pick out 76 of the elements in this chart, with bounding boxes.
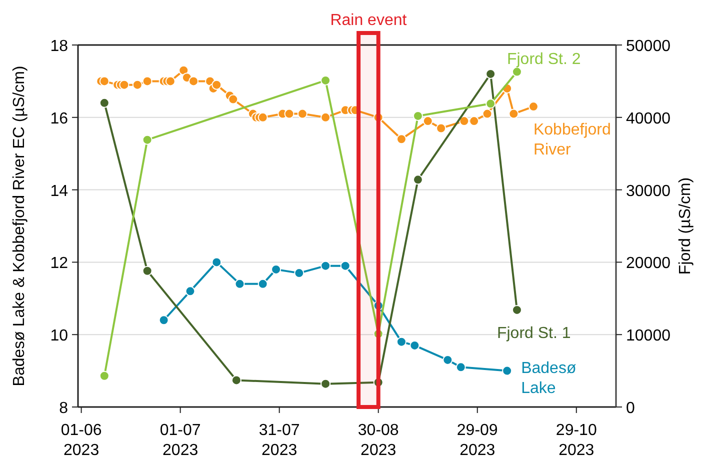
y2-axis-title: Fjord (µS/cm): [677, 177, 694, 275]
point: [165, 76, 176, 86]
series-label: Fjord St. 1: [496, 324, 571, 342]
point: [469, 116, 480, 126]
point: [234, 278, 245, 289]
y-axis-title: Badesø Lake & Kobbefjord River EC (µS/cm): [11, 66, 28, 386]
point: [436, 123, 446, 134]
point: [158, 315, 169, 326]
point: [142, 266, 152, 276]
y-tick-label: 8: [59, 400, 68, 417]
series-label: Kobbefjord River: [533, 122, 611, 159]
series-label: Badesø Lake: [521, 360, 576, 397]
point: [486, 98, 496, 109]
point: [188, 76, 199, 86]
point: [459, 116, 470, 126]
point: [119, 80, 130, 90]
point: [456, 362, 466, 372]
point: [212, 257, 222, 268]
point: [258, 112, 268, 122]
band-label: Rain event: [330, 12, 408, 29]
point: [373, 112, 384, 122]
y-tick-label: 18: [50, 38, 68, 55]
y-tick-label: 16: [50, 110, 68, 128]
point: [185, 286, 196, 296]
point: [512, 304, 522, 315]
point: [132, 80, 142, 90]
point: [412, 110, 423, 121]
point: [142, 76, 152, 86]
y2-tick-label: 10000: [626, 328, 671, 345]
point: [258, 278, 268, 289]
x-tick-label: 01-07 2023: [160, 422, 201, 459]
y2-tick-label: 50000: [626, 38, 671, 55]
y2-tick-label: 20000: [626, 255, 671, 272]
y-tick-label: 12: [50, 255, 68, 272]
point: [373, 300, 384, 311]
point: [297, 108, 308, 119]
point: [412, 174, 423, 185]
x-tick-label: 29-09 2023: [456, 422, 498, 459]
point: [482, 108, 492, 119]
point: [486, 68, 496, 79]
point: [228, 94, 238, 104]
point: [231, 375, 242, 386]
point: [99, 370, 110, 381]
point: [422, 116, 433, 126]
point: [373, 377, 384, 388]
y2-tick-label: 30000: [626, 182, 671, 200]
point: [528, 102, 538, 112]
point: [508, 108, 519, 119]
point: [99, 98, 110, 108]
point: [320, 378, 331, 389]
series-label: Fjord St. 2: [506, 50, 581, 68]
point: [271, 264, 282, 274]
point: [340, 260, 350, 271]
y2-tick-label: 0: [626, 400, 635, 417]
y-tick-label: 10: [50, 328, 68, 345]
point: [284, 108, 294, 119]
point: [502, 366, 512, 376]
y2-tick-label: 40000: [626, 110, 671, 128]
point: [320, 260, 331, 271]
point: [396, 134, 406, 144]
x-tick-label: 29-10 2023: [556, 422, 597, 459]
x-tick-label: 30-08 2023: [358, 422, 399, 459]
point: [142, 134, 152, 145]
point: [512, 66, 522, 77]
point: [99, 76, 110, 86]
point: [320, 75, 331, 86]
point: [373, 328, 384, 339]
x-tick-label: 01-06 2023: [60, 422, 102, 459]
point: [212, 80, 222, 90]
point: [294, 268, 304, 278]
x-tick-label: 31-07 2023: [258, 422, 300, 459]
y-tick-label: 14: [50, 182, 68, 200]
point: [320, 112, 331, 122]
point: [442, 354, 453, 365]
point: [396, 336, 406, 347]
point: [410, 340, 420, 350]
